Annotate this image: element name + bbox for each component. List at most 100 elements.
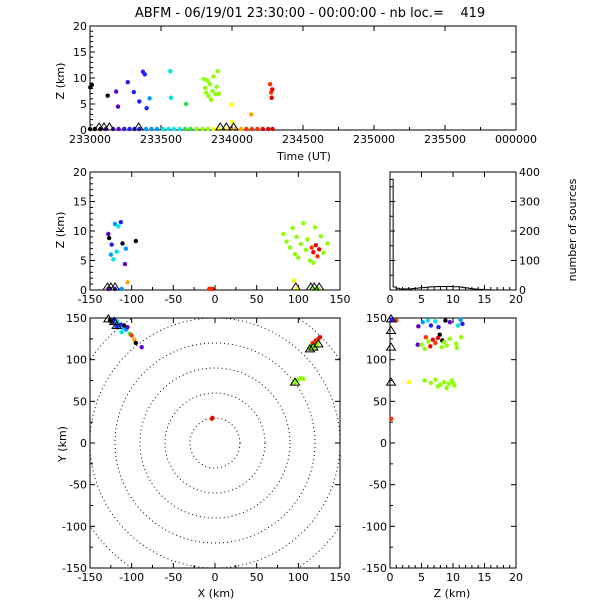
x-height-ytick-label: 15 xyxy=(73,196,87,209)
plan-view-ytick-label: 50 xyxy=(73,395,87,408)
x-height-point xyxy=(290,225,295,231)
x-height-point xyxy=(298,241,304,247)
time-height-xtick-label: 234500 xyxy=(282,133,324,146)
histogram-xtick-label: 5 xyxy=(418,293,425,306)
plan-view-ytick-label: -100 xyxy=(62,520,87,533)
z-y-station-marker xyxy=(385,325,397,334)
plan-view-ytick-label: 150 xyxy=(66,312,87,325)
plan-view-point xyxy=(317,334,323,340)
x-height-point xyxy=(318,234,324,239)
range-ring xyxy=(90,318,340,568)
x-height-point xyxy=(106,235,112,241)
time-height-point xyxy=(144,105,149,111)
z-y-point xyxy=(447,319,453,325)
z-y-point xyxy=(428,380,434,386)
z-y-ytick-label: -150 xyxy=(362,562,387,575)
time-height-frame xyxy=(89,25,517,131)
time-height-baseline-point xyxy=(127,126,132,132)
plan-view-range-rings xyxy=(90,318,340,568)
z-y-point xyxy=(433,340,438,346)
plan-view-xtick-label: -100 xyxy=(119,571,144,584)
time-height-xtick-label: 233500 xyxy=(140,133,182,146)
z-y-point xyxy=(435,335,441,341)
z-y-point xyxy=(426,339,431,344)
z-y-panel: Z (km) 0 5 10 15 20 -150 -100 -50 0 50 100 150 xyxy=(362,312,523,600)
time-height-point xyxy=(208,97,214,103)
z-y-point xyxy=(430,337,436,342)
z-y-ytick-label: 100 xyxy=(366,354,387,367)
histogram-ytick-label: 200 xyxy=(519,225,540,238)
time-height-baseline-point xyxy=(143,126,149,132)
plan-view-ytick-label: -50 xyxy=(69,479,87,492)
x-height-panel: Z (km) -150 -100 -50 0 50 100 150 0 5 10 15 20 xyxy=(54,166,351,306)
x-height-point xyxy=(116,224,121,229)
z-y-point xyxy=(458,334,464,340)
figure-title: ABFM - 06/19/01 23:30:00 - 00:00:00 - nb… xyxy=(135,6,485,21)
z-y-point xyxy=(423,334,429,340)
x-height-point xyxy=(111,257,116,262)
x-height-point xyxy=(312,225,318,230)
z-y-station-marker xyxy=(385,313,397,323)
histogram-ytick-label: 100 xyxy=(519,255,540,268)
plan-view-ylabel: Y (km) xyxy=(56,426,69,463)
x-height-point xyxy=(123,246,129,251)
histogram-xtick-label: 0 xyxy=(387,293,394,306)
x-height-ylabel: Z (km) xyxy=(54,212,67,249)
plan-view-xtick-label: 100 xyxy=(288,571,309,584)
x-height-baseline-point xyxy=(119,286,124,292)
x-height-point xyxy=(305,237,310,242)
z-y-point xyxy=(441,379,447,385)
plan-view-point xyxy=(129,333,134,338)
z-y-point xyxy=(458,317,463,322)
x-height-point xyxy=(311,260,316,266)
time-height-point xyxy=(207,82,213,87)
z-y-point xyxy=(450,380,456,386)
x-height-point xyxy=(133,238,139,244)
time-height-xtick-label: 233000 xyxy=(69,133,111,146)
x-height-xtick-label: -50 xyxy=(164,293,182,306)
time-height-point xyxy=(229,102,234,107)
time-height-point xyxy=(201,76,207,82)
z-y-point xyxy=(433,377,438,382)
x-height-point xyxy=(294,234,299,240)
time-height-ytick-label: 20 xyxy=(73,20,87,33)
time-height-xtick-label: 235500 xyxy=(424,133,466,146)
time-height-baseline-point xyxy=(154,126,160,132)
time-height-point xyxy=(131,89,137,95)
time-height-point xyxy=(125,79,130,85)
x-height-point xyxy=(321,250,326,256)
histogram-step-line xyxy=(389,178,516,291)
time-height-baseline-point xyxy=(137,126,142,132)
time-height-ylabel: Z (km) xyxy=(54,63,67,100)
x-height-frame xyxy=(89,171,341,291)
time-height-point xyxy=(142,72,147,77)
plan-view-ytick-label: 0 xyxy=(80,437,87,450)
plan-view-station-marker xyxy=(111,320,123,329)
x-height-point xyxy=(315,254,320,259)
x-height-station-marker xyxy=(313,282,325,291)
x-height-point xyxy=(106,231,111,237)
range-ring xyxy=(114,342,316,544)
x-height-station-marker xyxy=(109,282,121,291)
histogram-ylabel: number of sources xyxy=(566,178,579,281)
z-y-point xyxy=(436,324,441,330)
time-height-baseline-point xyxy=(205,126,211,132)
plan-view-point xyxy=(119,329,124,335)
z-y-frame xyxy=(389,317,517,569)
z-y-point xyxy=(435,384,441,389)
time-height-ytick-label: 15 xyxy=(73,46,87,59)
histogram-xtick-label: 15 xyxy=(478,293,492,306)
plan-view-point xyxy=(301,376,306,382)
plan-view-xtick-label: 0 xyxy=(212,571,219,584)
z-y-point xyxy=(446,381,451,387)
time-height-station-marker xyxy=(220,122,232,131)
x-height-point xyxy=(313,242,319,248)
time-height-point xyxy=(105,93,110,98)
x-height-point xyxy=(316,247,322,252)
time-height-baseline-point xyxy=(166,126,171,132)
plan-view-station-marker xyxy=(108,316,120,325)
plan-view-point xyxy=(121,323,127,328)
time-height-baseline-point xyxy=(266,126,271,132)
x-height-xtick-label: 0 xyxy=(212,293,219,306)
